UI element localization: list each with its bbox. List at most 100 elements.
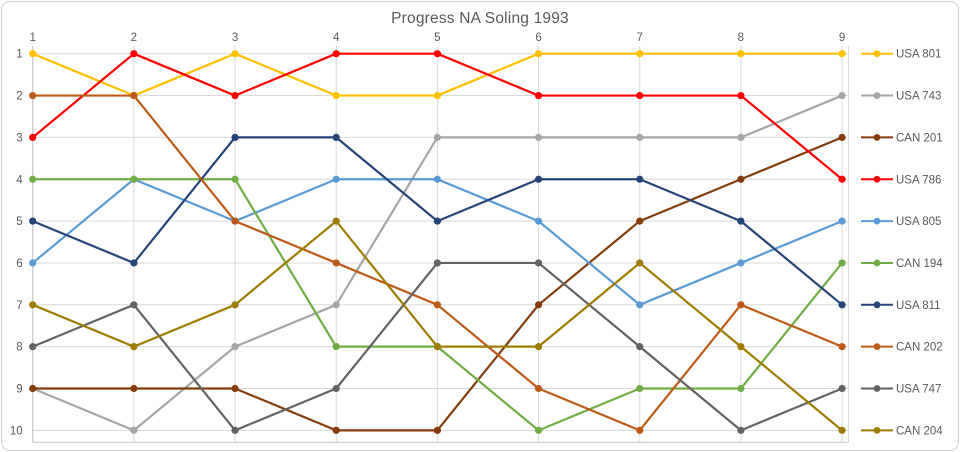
y-axis-tick-label: 9 <box>16 384 22 396</box>
data-point-marker <box>737 133 745 141</box>
data-point-marker <box>838 217 846 225</box>
data-point-marker <box>737 259 745 267</box>
data-point-marker <box>332 217 340 225</box>
legend-item-usa-786: USA 786 <box>861 174 941 186</box>
data-point-marker <box>231 91 239 100</box>
chart-title: Progress NA Soling 1993 <box>391 10 569 27</box>
data-point-marker <box>737 301 745 309</box>
series-can-202 <box>29 91 846 434</box>
data-point-marker <box>29 301 37 309</box>
data-point-marker <box>130 426 138 434</box>
y-axis-tick-label: 10 <box>10 425 23 437</box>
legend-marker-icon <box>873 385 881 392</box>
data-point-marker <box>636 384 644 393</box>
data-point-marker <box>433 217 441 225</box>
data-point-marker <box>332 91 340 100</box>
x-axis-tick-label: 5 <box>434 32 440 44</box>
data-point-marker <box>534 175 543 183</box>
x-axis-tick-label: 1 <box>29 32 35 44</box>
data-point-marker <box>636 133 644 141</box>
legend-marker-icon <box>873 217 881 225</box>
y-axis-tick-label: 8 <box>16 342 22 354</box>
x-axis-tick-label: 7 <box>637 32 643 44</box>
data-point-marker <box>332 50 340 58</box>
y-axis-tick-label: 1 <box>16 49 22 61</box>
data-point-marker <box>838 426 846 434</box>
data-point-marker <box>130 384 138 393</box>
legend-marker-icon <box>873 50 881 58</box>
data-point-marker <box>433 259 441 267</box>
data-point-marker <box>29 343 37 351</box>
legend-label: CAN 202 <box>896 342 943 354</box>
data-point-marker <box>534 343 543 351</box>
data-point-marker <box>737 217 745 225</box>
data-point-marker <box>534 50 543 58</box>
legend-marker-icon <box>873 134 881 141</box>
legend-item-usa-747: USA 747 <box>861 384 941 396</box>
data-point-marker <box>534 133 543 141</box>
x-axis-tick-label: 6 <box>535 32 541 44</box>
legend-item-can-202: CAN 202 <box>861 342 943 354</box>
data-point-marker <box>231 384 239 393</box>
data-point-marker <box>737 175 745 183</box>
data-point-marker <box>433 426 441 434</box>
legend: USA 801 USA 743 CAN 201 USA 786 USA 805 CAN 1… <box>861 49 943 437</box>
data-point-marker <box>433 91 441 100</box>
data-point-marker <box>29 259 37 267</box>
data-point-marker <box>737 426 745 434</box>
data-point-marker <box>130 301 138 309</box>
data-point-marker <box>130 91 138 100</box>
data-point-marker <box>433 301 441 309</box>
data-point-marker <box>231 426 239 434</box>
data-point-marker <box>130 175 138 183</box>
data-point-marker <box>838 91 846 100</box>
x-axis-tick-label: 9 <box>839 32 845 44</box>
data-point-marker <box>534 426 543 434</box>
data-point-marker <box>231 301 239 309</box>
x-axis-tick-label: 4 <box>333 32 340 44</box>
data-point-marker <box>838 259 846 267</box>
data-point-marker <box>433 175 441 183</box>
legend-label: USA 786 <box>896 174 941 186</box>
data-point-marker <box>29 91 37 100</box>
legend-item-can-201: CAN 201 <box>861 132 943 144</box>
data-point-marker <box>838 384 846 393</box>
y-axis-tick-label: 3 <box>16 132 22 144</box>
data-point-marker <box>231 217 239 225</box>
y-axis-tick-label: 5 <box>16 216 22 228</box>
y-axis-tick-label: 7 <box>16 300 22 312</box>
data-point-marker <box>130 259 138 267</box>
y-axis-tick-label: 4 <box>16 174 23 186</box>
legend-label: USA 747 <box>896 384 941 396</box>
data-point-marker <box>636 175 644 183</box>
data-point-marker <box>231 133 239 141</box>
x-axis-tick-label: 3 <box>232 32 238 44</box>
y-axis-ticks: 1 2 3 4 5 6 7 8 9 10 <box>10 49 23 438</box>
legend-item-usa-743: USA 743 <box>861 91 941 103</box>
data-point-marker <box>231 343 239 351</box>
legend-marker-icon <box>873 259 881 267</box>
data-point-marker <box>29 133 37 141</box>
series-can-201 <box>29 133 846 434</box>
legend-label: USA 801 <box>896 49 941 61</box>
x-axis-ticks: 1 2 3 4 5 6 7 8 9 <box>29 32 845 44</box>
data-point-marker <box>433 50 441 58</box>
data-point-marker <box>838 343 846 351</box>
series-usa-786 <box>29 50 846 183</box>
legend-marker-icon <box>873 301 881 309</box>
gridlines <box>32 46 849 443</box>
data-point-marker <box>433 133 441 141</box>
legend-label: USA 811 <box>896 300 941 312</box>
data-point-marker <box>534 384 543 393</box>
legend-label: CAN 201 <box>896 132 943 144</box>
series-usa-811 <box>29 133 846 309</box>
data-point-marker <box>838 50 846 58</box>
data-point-marker <box>332 259 340 267</box>
data-point-marker <box>838 133 846 141</box>
data-point-marker <box>332 175 340 183</box>
axis-lines <box>32 46 849 443</box>
data-point-marker <box>332 133 340 141</box>
data-point-marker <box>636 343 644 351</box>
data-point-marker <box>332 426 340 434</box>
